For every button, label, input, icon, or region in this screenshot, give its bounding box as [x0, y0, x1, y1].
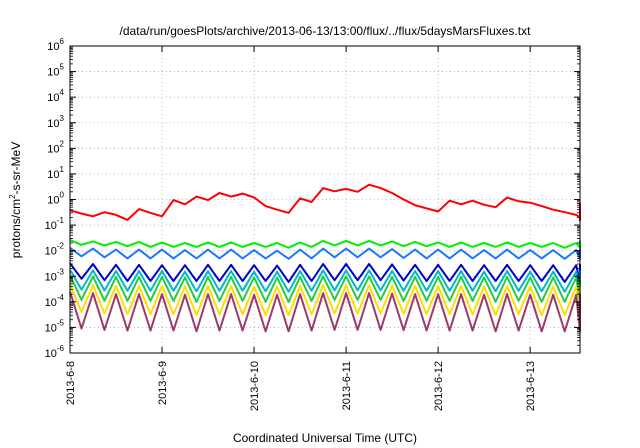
y-tick-exponent: 4: [60, 88, 65, 97]
y-tick-base: 10: [47, 67, 59, 79]
y-tick-label: 106: [47, 37, 64, 53]
x-axis-label: Coordinated Universal Time (UTC): [233, 431, 417, 445]
y-tick-label: 105: [47, 63, 64, 79]
y-tick-exponent: -2: [57, 242, 65, 251]
y-tick-base: 10: [47, 41, 59, 53]
y-tick-base: 10: [45, 246, 57, 258]
y-tick-base: 10: [45, 271, 57, 283]
y-tick-exponent: 5: [60, 63, 65, 72]
y-tick-base: 10: [45, 322, 57, 334]
y-tick-base: 10: [47, 143, 59, 155]
y-tick-exponent: 2: [60, 139, 65, 148]
y-tick-exponent: -3: [57, 267, 65, 276]
y-tick-base: 10: [45, 348, 57, 360]
y-tick-base: 10: [45, 220, 57, 232]
y-axis-label-prefix: protons/cm: [9, 199, 23, 258]
series-line-1: [69, 183, 581, 222]
x-tick-label: 2013-6-8: [65, 361, 77, 405]
y-tick-exponent: -1: [57, 216, 65, 225]
series-line-2: [69, 239, 581, 249]
y-tick-label: 10-1: [45, 216, 65, 232]
y-tick-label: 103: [47, 114, 64, 130]
series-line-3: [69, 246, 581, 260]
y-tick-exponent: 0: [60, 191, 65, 200]
y-tick-exponent: 1: [60, 165, 65, 174]
y-tick-label: 10-5: [45, 318, 65, 334]
ticks: [69, 45, 580, 354]
y-tick-exponent: -6: [57, 344, 65, 353]
y-tick-base: 10: [47, 195, 59, 207]
y-axis-label: protons/cm2-s-sr-MeV: [8, 142, 23, 258]
y-tick-base: 10: [47, 92, 59, 104]
y-tick-label: 100: [47, 191, 64, 207]
y-tick-base: 10: [45, 297, 57, 309]
x-tick-label: 2013-6-13: [525, 361, 537, 411]
y-tick-label: 104: [47, 88, 64, 104]
y-tick-exponent: -5: [57, 318, 65, 327]
y-axis-label-suffix: -s-sr-MeV: [9, 142, 23, 195]
chart-title: /data/run/goesPlots/archive/2013-06-13/1…: [120, 24, 532, 38]
y-tick-exponent: -4: [57, 293, 65, 302]
y-tick-label: 10-2: [45, 242, 65, 258]
y-tick-labels: 10-610-510-410-310-210-11001011021031041…: [45, 37, 65, 360]
x-tick-label: 2013-6-11: [341, 361, 353, 410]
y-tick-exponent: 3: [60, 114, 65, 123]
x-tick-label: 2013-6-10: [249, 361, 261, 411]
x-tick-label: 2013-6-9: [157, 361, 169, 405]
y-tick-base: 10: [47, 169, 59, 181]
y-tick-label: 10-3: [45, 267, 65, 283]
y-tick-base: 10: [47, 118, 59, 130]
y-tick-label: 102: [47, 139, 64, 155]
y-axis-label-superscript: 2: [8, 194, 17, 199]
series-group: [69, 183, 581, 333]
y-tick-label: 10-6: [45, 344, 65, 360]
y-tick-label: 10-4: [45, 293, 65, 309]
y-tick-exponent: 6: [60, 37, 65, 46]
y-tick-label: 101: [47, 165, 64, 181]
x-tick-labels: 2013-6-8 2013-6-9 2013-6-10 2013-6-11 2013-6…: [65, 361, 537, 411]
x-tick-label: 2013-6-12: [433, 361, 445, 411]
